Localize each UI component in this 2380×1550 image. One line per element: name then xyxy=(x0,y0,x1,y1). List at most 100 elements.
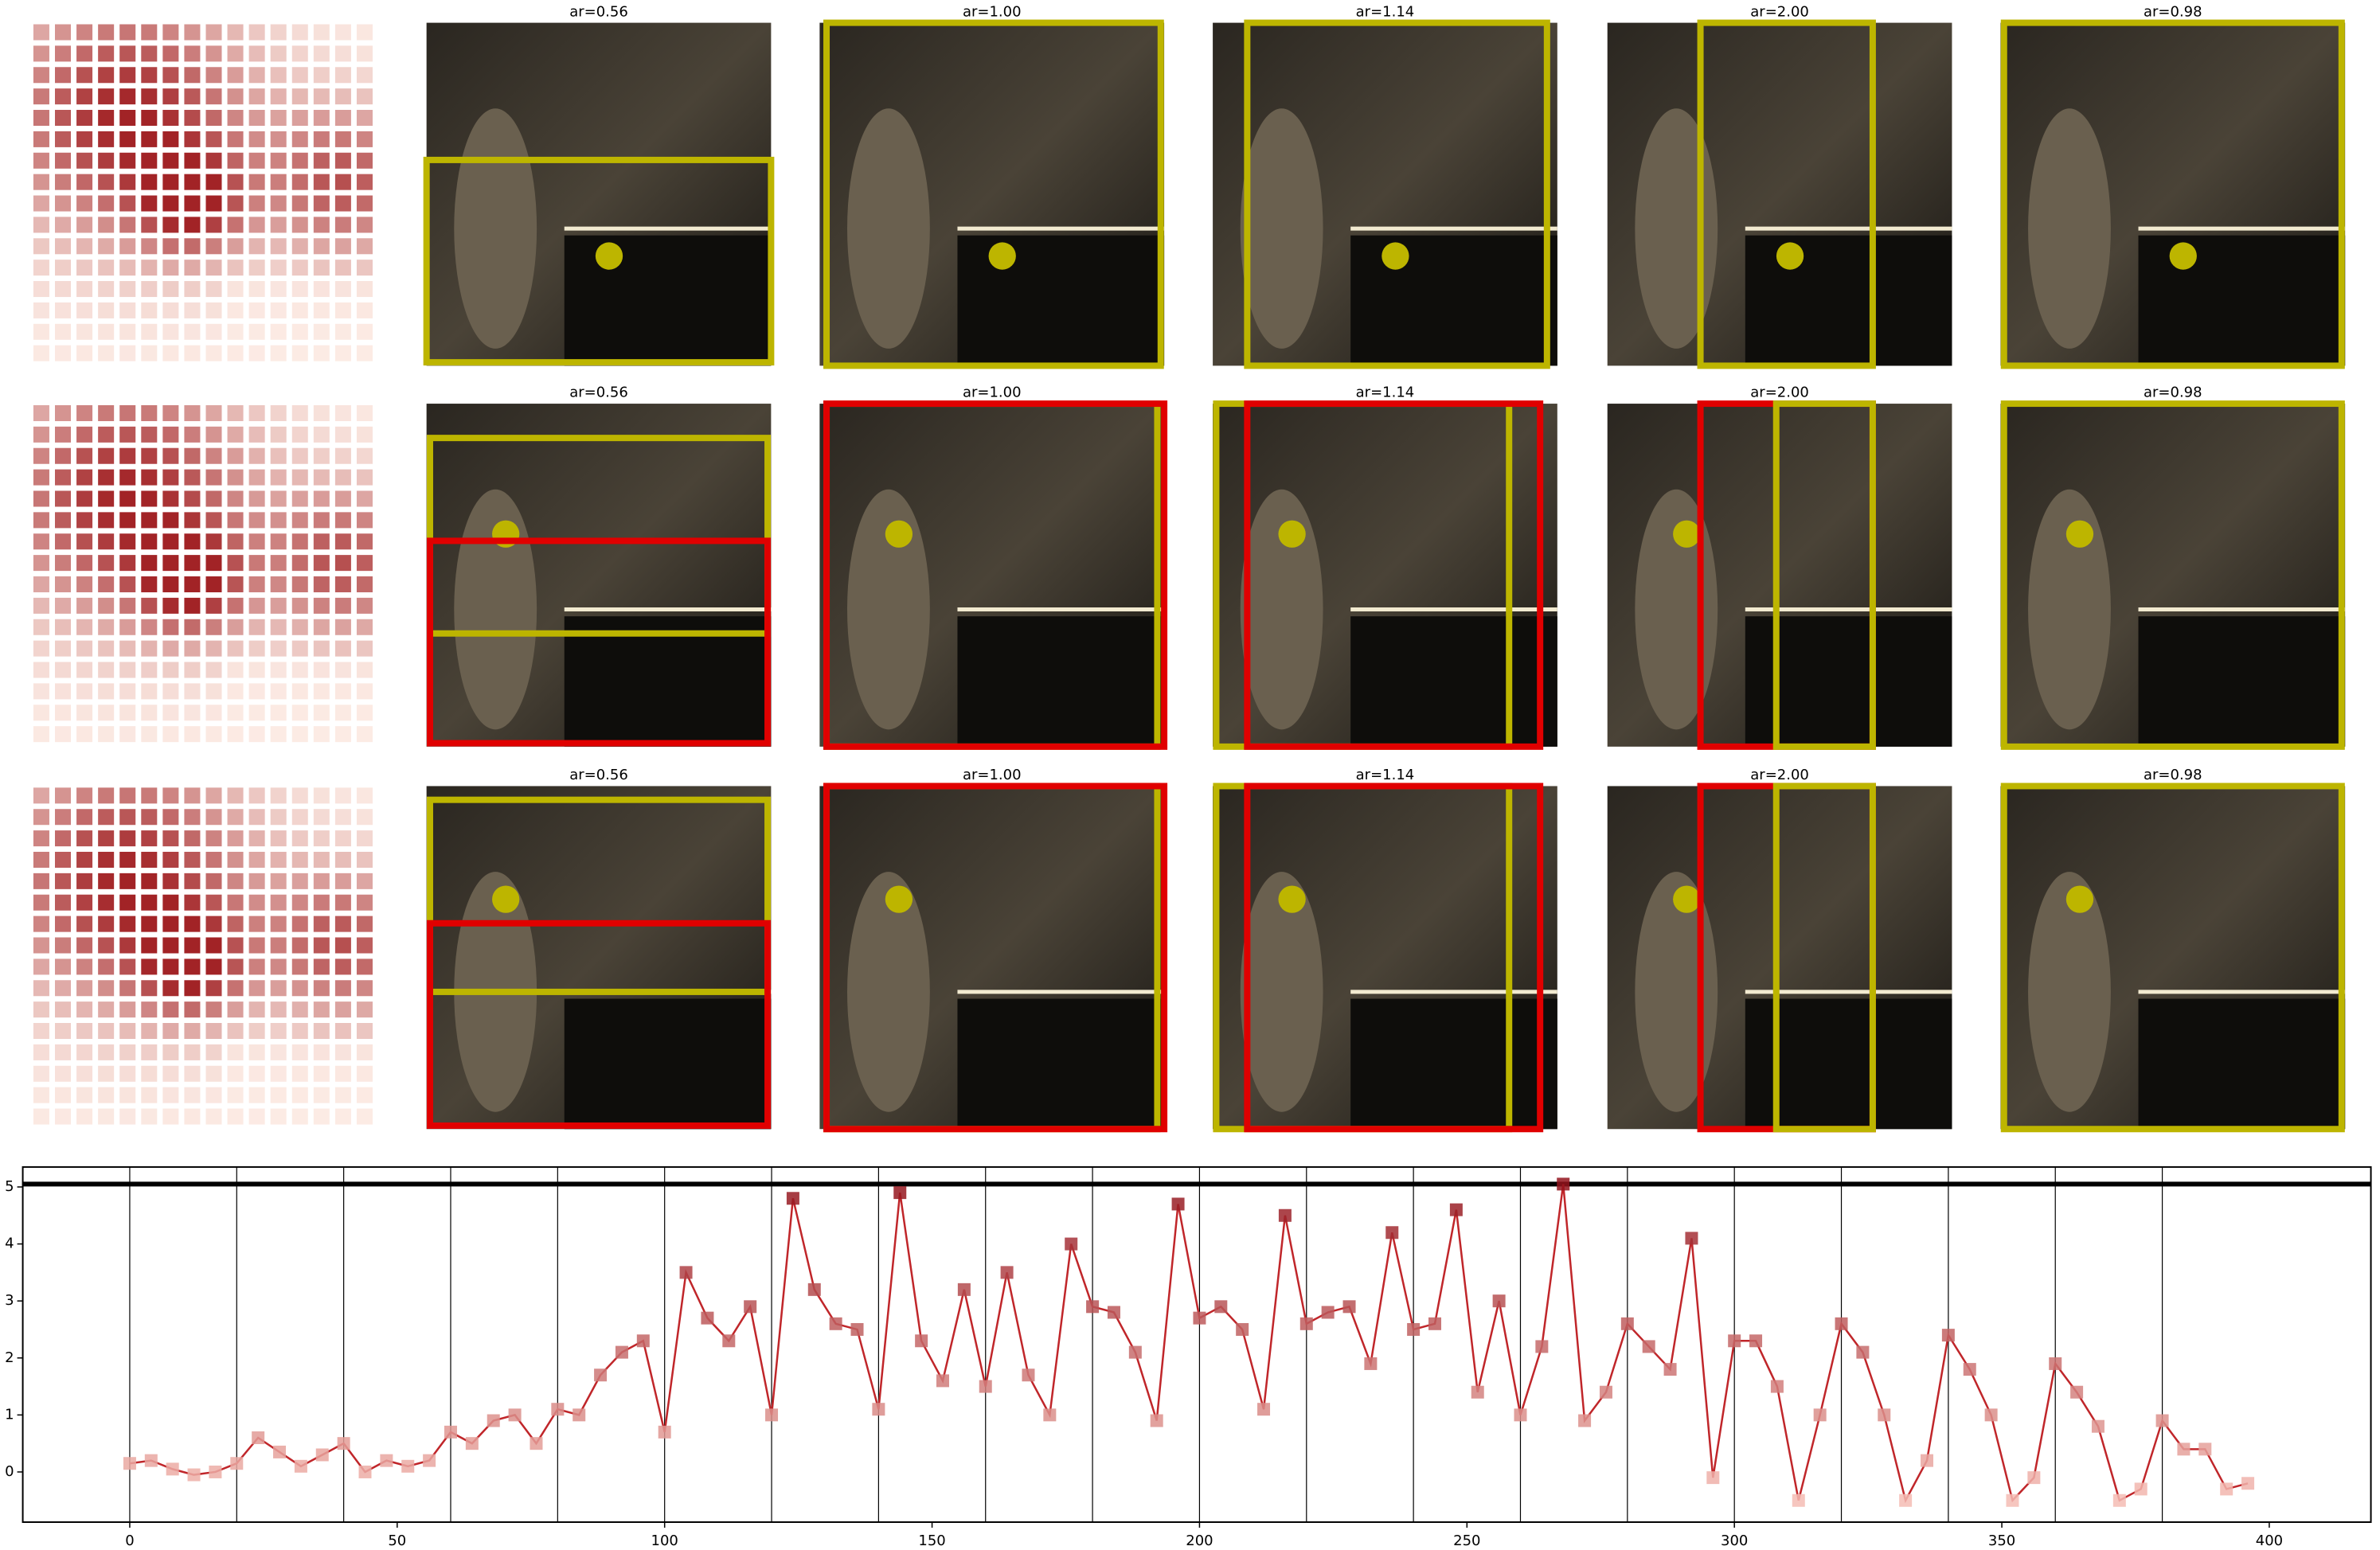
heatmap-cell xyxy=(334,404,351,421)
heatmap-cell xyxy=(76,24,93,41)
heatmap-cell xyxy=(248,533,265,550)
heatmap-cell xyxy=(33,937,49,954)
heatmap-cell xyxy=(248,323,265,340)
point-marker xyxy=(1706,1471,1720,1485)
crop-box xyxy=(426,537,772,747)
heatmap-cell xyxy=(162,24,179,41)
heatmap-cell xyxy=(356,490,373,507)
heatmap-cell xyxy=(356,640,373,657)
heatmap-cell xyxy=(270,640,287,657)
crop-box xyxy=(1244,783,1544,1133)
heatmap-cell xyxy=(291,345,308,361)
heatmap-cell xyxy=(205,937,222,954)
heatmap-cell xyxy=(184,830,201,847)
point-marker xyxy=(2070,1385,2084,1399)
heatmap-cell xyxy=(248,809,265,826)
heatmap-cell xyxy=(76,447,93,464)
heatmap-cell xyxy=(162,260,179,276)
heatmap-cell xyxy=(98,705,115,721)
heatmap-cell xyxy=(76,260,93,276)
heatmap-cell xyxy=(141,662,158,678)
heatmap-cell xyxy=(356,576,373,593)
heatmap-cell xyxy=(184,640,201,657)
photo-figure xyxy=(454,108,537,349)
heatmap-cell xyxy=(205,469,222,486)
heatmap-cell xyxy=(291,726,308,743)
heatmap-cell xyxy=(205,1087,222,1103)
heatmap-cell xyxy=(55,110,72,127)
heatmap-cell xyxy=(33,576,49,593)
heatmap-cell xyxy=(33,533,49,550)
heatmap-cell xyxy=(141,512,158,529)
heatmap-cell xyxy=(227,469,244,486)
heatmap-cell xyxy=(98,88,115,105)
point-marker xyxy=(1941,1329,1955,1342)
heatmap-cell xyxy=(248,683,265,700)
heatmap-cell xyxy=(141,830,158,847)
heatmap-cell xyxy=(33,726,49,743)
point-marker xyxy=(636,1334,650,1348)
heatmap-cell xyxy=(141,937,158,954)
heatmap-cell xyxy=(55,959,72,975)
heatmap-cell xyxy=(334,873,351,889)
heatmap-cell xyxy=(141,533,158,550)
point-marker xyxy=(1792,1493,1805,1507)
heatmap-cell xyxy=(270,787,287,804)
x-tick-label: 350 xyxy=(1988,1532,2015,1549)
heatmap-cell xyxy=(291,980,308,997)
heatmap-cell xyxy=(162,217,179,233)
heatmap-cell xyxy=(356,809,373,826)
heatmap-cell xyxy=(227,1087,244,1103)
heatmap-cell xyxy=(119,88,136,105)
heatmap-cell xyxy=(248,88,265,105)
heatmap-cell xyxy=(313,873,330,889)
point-marker xyxy=(230,1457,244,1470)
point-marker xyxy=(530,1437,543,1450)
heatmap-cell xyxy=(205,662,222,678)
heatmap-cell xyxy=(291,1065,308,1082)
heatmap-cell xyxy=(356,323,373,340)
heatmap-cell xyxy=(205,1001,222,1018)
heatmap-cell xyxy=(162,533,179,550)
heatmap-cell xyxy=(141,490,158,507)
point-marker xyxy=(1128,1345,1142,1359)
heatmap-cell xyxy=(76,281,93,298)
heatmap-cell xyxy=(313,345,330,361)
heatmap-cell xyxy=(334,490,351,507)
heatmap-cell xyxy=(313,619,330,635)
point-marker xyxy=(658,1425,671,1439)
crop-box xyxy=(1244,400,1544,750)
photo-table xyxy=(1350,235,1557,366)
heatmap-cell xyxy=(356,281,373,298)
heatmap-cell xyxy=(227,512,244,529)
keypoint xyxy=(492,885,520,913)
heatmap-cell xyxy=(33,830,49,847)
heatmap-cell xyxy=(33,469,49,486)
heatmap-cell xyxy=(55,533,72,550)
heatmap-cell xyxy=(55,726,72,743)
panel-title: ar=0.98 xyxy=(2144,767,2202,783)
heatmap-cell xyxy=(76,959,93,975)
heatmap-cell xyxy=(334,110,351,127)
heatmap-cell xyxy=(33,195,49,212)
heatmap-cell xyxy=(227,533,244,550)
heatmap-cell xyxy=(356,426,373,443)
heatmap-cell xyxy=(291,1108,308,1125)
heatmap-cell xyxy=(98,238,115,255)
heatmap-cell xyxy=(248,980,265,997)
heatmap-cell xyxy=(119,873,136,889)
heatmap-cell xyxy=(291,469,308,486)
heatmap-cell xyxy=(248,512,265,529)
heatmap-cell xyxy=(184,959,201,975)
heatmap-cell xyxy=(205,323,222,340)
heatmap-cell xyxy=(184,662,201,678)
heatmap-cell xyxy=(205,426,222,443)
heatmap-cell xyxy=(313,45,330,62)
heatmap-cell xyxy=(119,937,136,954)
heatmap-cell xyxy=(205,683,222,700)
heatmap-cell xyxy=(119,683,136,700)
heatmap-cell xyxy=(270,260,287,276)
heatmap-cell xyxy=(33,1065,49,1082)
heatmap-cell xyxy=(291,174,308,190)
heatmap-cell xyxy=(76,217,93,233)
